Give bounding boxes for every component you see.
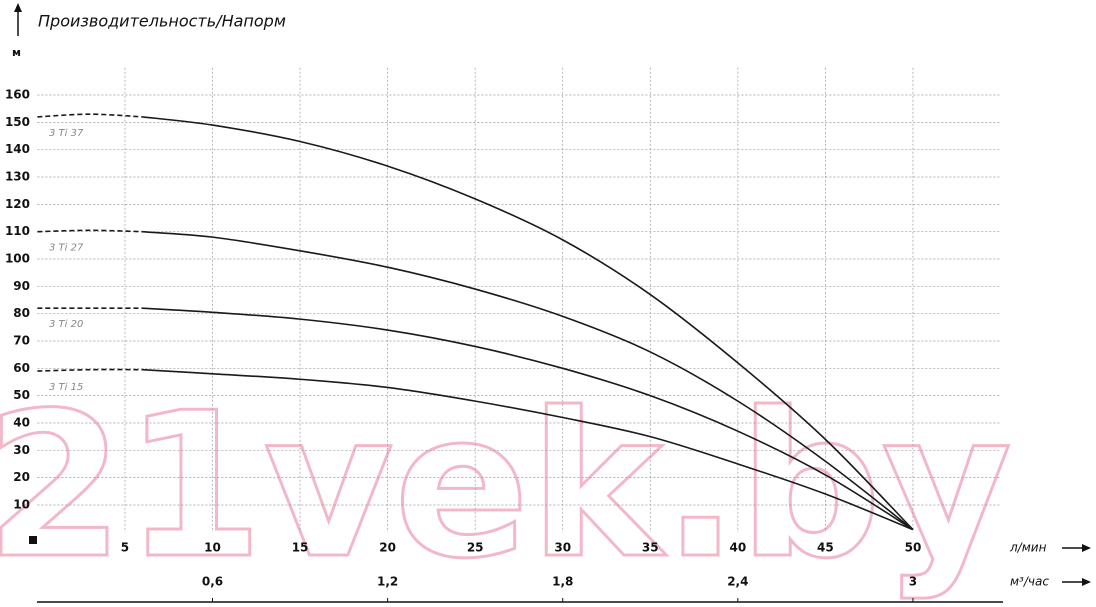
series-label: 3 Ti 27 [49,243,84,254]
y-tick-label: 100 [5,252,30,266]
x2-tick-label: 1,2 [377,575,398,589]
x-tick-label: 20 [379,541,396,555]
x2-tick-label: 3 [909,575,917,589]
x-tick-label: 45 [817,541,834,555]
y-tick-label: 10 [13,497,30,511]
x-unit: л/мин [1009,541,1047,555]
curve-dashed [37,113,143,118]
chart-title: Производительность/Напорм [38,12,286,31]
y-tick-label: 50 [13,388,30,402]
x2-arrow-head [1082,578,1091,586]
x-tick-label: 35 [642,541,659,555]
y-tick-label: 90 [13,279,30,293]
watermark: 21vek.by [0,370,1012,603]
y-tick-label: 80 [13,306,30,320]
y-tick-label: 140 [5,142,30,156]
x-tick-label: 30 [554,541,571,555]
y-tick-label: 60 [13,361,30,375]
y-tick-label: 130 [5,170,30,184]
curve [142,230,914,531]
series-label: 3 Ti 37 [49,128,84,139]
y-tick-label: 120 [5,197,30,211]
x2-tick-label: 1,8 [552,575,573,589]
x2-tick-label: 0,6 [202,575,223,589]
curve [142,116,914,531]
y-tick-label: 20 [13,470,30,484]
y-arrow-head [14,3,22,12]
y-tick-label: 70 [13,333,30,347]
y-tick-label: 40 [13,415,30,429]
origin-marker [29,536,37,544]
x-tick-label: 50 [905,541,922,555]
y-tick-label: 30 [13,443,30,457]
y-unit: м [12,46,21,59]
curve-dashed [37,368,143,372]
x2-tick-label: 2,4 [727,575,748,589]
curve [142,307,914,531]
x-tick-label: 15 [292,541,309,555]
x-tick-label: 40 [729,541,746,555]
y-tick-label: 110 [5,224,30,238]
y-tick-label: 160 [5,88,30,102]
y-tick-label: 150 [5,115,30,129]
series-label: 3 Ti 15 [49,382,83,393]
curve [142,368,914,531]
x2-unit: м³/час [1010,575,1049,589]
x-tick-label: 5 [121,541,129,555]
x-arrow-head [1082,544,1091,552]
series-label: 3 Ti 20 [49,319,83,330]
x-tick-label: 10 [204,541,221,555]
x-tick-label: 25 [467,541,484,555]
curve-dashed [37,229,143,233]
